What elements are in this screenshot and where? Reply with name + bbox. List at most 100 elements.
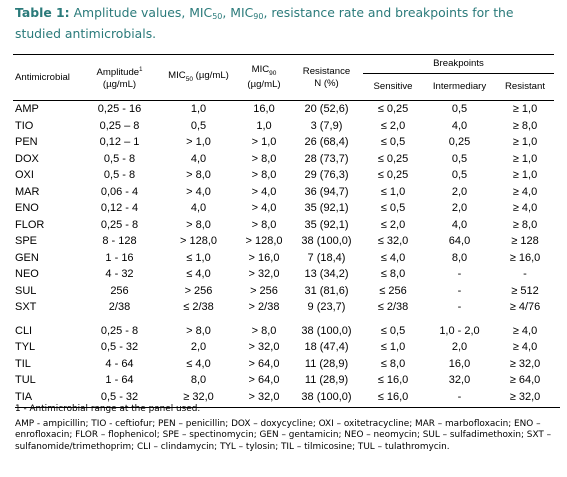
cell-amplitude: 0,12 – 1 — [99, 136, 140, 148]
cell-amplitude: 0,12 - 4 — [100, 202, 139, 214]
cell-mic50: > 128,0 — [179, 235, 217, 247]
cell-antimicrobial: DOX — [15, 152, 39, 165]
cell-intermediary: - — [457, 390, 462, 403]
cell-sensitive: ≤ 4,0 — [380, 251, 406, 264]
table-row: OXI 0,5 - 8 > 8,0 > 8,0 29 (76,3) ≤ 0,25 0,5 ≥ … — [13, 167, 554, 184]
cell-mic50: 0,5 — [190, 119, 207, 132]
cell-antimicrobial: ENO — [15, 202, 39, 214]
cell-intermediary: 32,0 — [448, 374, 471, 386]
cell-resistant: ≥ 1,0 — [512, 169, 538, 181]
header-label: MIC — [251, 63, 270, 75]
cell-antimicrobial: TIO — [15, 119, 34, 132]
cell-sensitive: ≤ 0,25 — [377, 169, 409, 181]
cell-antimicrobial: FLOR — [15, 218, 45, 231]
cell-resistance: 11 (28,9) — [304, 357, 349, 370]
cell-resistant: ≥ 1,0 — [512, 152, 538, 165]
cell-amplitude: 0,5 - 32 — [100, 390, 139, 403]
cell-mic90: > 8,0 — [251, 152, 277, 165]
cell-mic50: ≤ 1,0 — [186, 251, 211, 264]
cell-resistance: 13 (34,2) — [304, 268, 349, 280]
cell-antimicrobial: CLI — [15, 324, 33, 337]
cell-resistance: 18 (47,4) — [304, 341, 349, 353]
table-row: NEO 4 - 32 ≤ 4,0 > 32,0 13 (34,2) ≤ 8,0 - - — [13, 266, 554, 283]
header-unit: (µg/mL) — [247, 79, 281, 91]
cell-intermediary: 4,0 — [451, 218, 468, 231]
cell-amplitude: 8 - 128 — [102, 235, 137, 247]
header-label: Resistance — [302, 65, 351, 77]
cell-sensitive: ≤ 0,5 — [380, 136, 406, 148]
table-row: MAR 0,06 - 4 > 4,0 > 4,0 36 (94,7) ≤ 1,0 2,0 ≥ … — [13, 184, 554, 201]
cell-resistance: 29 (76,3) — [304, 169, 349, 181]
cell-resistance: 28 (73,7) — [304, 152, 349, 165]
col-breakpoints: Breakpoints — [363, 54, 554, 74]
cell-mic50: > 8,0 — [186, 218, 211, 231]
cell-mic90: > 4,0 — [251, 185, 277, 198]
cell-mic50: > 8,0 — [186, 324, 211, 337]
cell-resistance: 11 (28,9) — [304, 374, 349, 386]
cell-sensitive: ≤ 0,5 — [380, 202, 406, 214]
cell-resistance: 31 (81,6) — [304, 284, 349, 297]
table-row: TIA 0,5 - 32 ≥ 32,0 > 32,0 38 (100,0) ≤ 16,0 -… — [13, 389, 554, 406]
header-label: Antimicrobial — [15, 71, 70, 83]
cell-sensitive: ≤ 2/38 — [377, 301, 409, 313]
cell-mic90: > 4,0 — [251, 202, 277, 214]
cell-antimicrobial: TYL — [15, 341, 36, 353]
table-body: AMP 0,25 - 16 1,0 16,0 20 (52,6) ≤ 0,25 0,5 ≥ 1… — [13, 101, 554, 406]
cell-resistance: 35 (92,1) — [304, 202, 349, 214]
cell-intermediary: 0,5 — [451, 152, 468, 165]
header-unit: (µg/mL) — [192, 69, 229, 81]
cell-sensitive: ≤ 16,0 — [377, 374, 409, 386]
cell-intermediary: - — [457, 301, 462, 313]
cell-mic90: > 2/38 — [248, 301, 280, 313]
cell-mic50: ≤ 4,0 — [186, 268, 211, 280]
cell-resistant: ≥ 8,0 — [512, 218, 538, 231]
cell-amplitude: 4 - 64 — [105, 357, 134, 370]
cell-sensitive: ≤ 256 — [379, 284, 407, 297]
col-resistant: Resistant — [496, 73, 554, 101]
table-row: AMP 0,25 - 16 1,0 16,0 20 (52,6) ≤ 0,25 0,5 ≥ 1… — [13, 101, 554, 118]
cell-resistant: ≥ 4/76 — [509, 301, 541, 313]
cell-mic90: > 128,0 — [245, 235, 283, 247]
cell-amplitude: 0,5 - 32 — [100, 341, 139, 353]
cell-mic50: 8,0 — [190, 374, 207, 386]
cell-sensitive: ≤ 8,0 — [380, 268, 406, 280]
cell-resistant: ≥ 1,0 — [512, 136, 538, 148]
antimicrobial-table: Antimicrobial Amplitude1 (µg/mL) MIC50 (µ… — [13, 54, 554, 405]
caption-text: , MIC — [222, 5, 254, 20]
cell-intermediary: 0,5 — [451, 169, 468, 181]
cell-antimicrobial: GEN — [15, 251, 39, 264]
caption-sub: 90 — [253, 12, 264, 21]
cell-mic90: > 32,0 — [248, 268, 280, 280]
cell-intermediary: 1,0 - 2,0 — [439, 324, 480, 337]
cell-intermediary: 0,25 — [448, 136, 471, 148]
cell-resistance: 38 (100,0) — [301, 235, 352, 247]
caption-text: , resistance rate and breakpoints for th… — [15, 5, 514, 41]
cell-resistance: 20 (52,6) — [304, 103, 349, 115]
cell-intermediary: 8,0 — [451, 251, 468, 264]
cell-resistance: 7 (18,4) — [307, 251, 346, 264]
cell-resistant: ≥ 4,0 — [512, 324, 538, 337]
header-label: Breakpoints — [433, 58, 484, 69]
cell-mic50: ≤ 4,0 — [186, 357, 211, 370]
cell-amplitude: 0,5 - 8 — [103, 169, 136, 181]
cell-resistant: - — [523, 268, 527, 280]
cell-mic50: ≤ 2/38 — [183, 301, 214, 313]
cell-amplitude: 1 - 64 — [105, 374, 134, 386]
cell-resistant: ≥ 32,0 — [509, 390, 541, 403]
cell-intermediary: 64,0 — [448, 235, 471, 247]
footnote-first-line: 1 - Antimicrobial range at the panel use… — [15, 404, 201, 414]
cell-mic90: > 1,0 — [251, 136, 277, 148]
cell-sensitive: ≤ 0,25 — [377, 103, 409, 115]
header-unit: (µg/mL) — [102, 79, 137, 91]
cell-antimicrobial: TIL — [15, 357, 31, 370]
cell-amplitude: 0,25 - 8 — [100, 218, 139, 231]
cell-mic50: 4,0 — [190, 152, 207, 165]
cell-mic50: > 8,0 — [186, 169, 211, 181]
cell-sensitive: ≤ 1,0 — [380, 341, 406, 353]
cell-resistant: ≥ 1,0 — [512, 103, 538, 115]
cell-resistant: ≥ 4,0 — [512, 202, 538, 214]
col-mic90: MIC90 (µg/mL) — [238, 54, 290, 101]
cell-sensitive: ≤ 1,0 — [380, 185, 406, 198]
cell-intermediary: - — [457, 284, 462, 297]
cell-antimicrobial: MAR — [15, 185, 40, 198]
